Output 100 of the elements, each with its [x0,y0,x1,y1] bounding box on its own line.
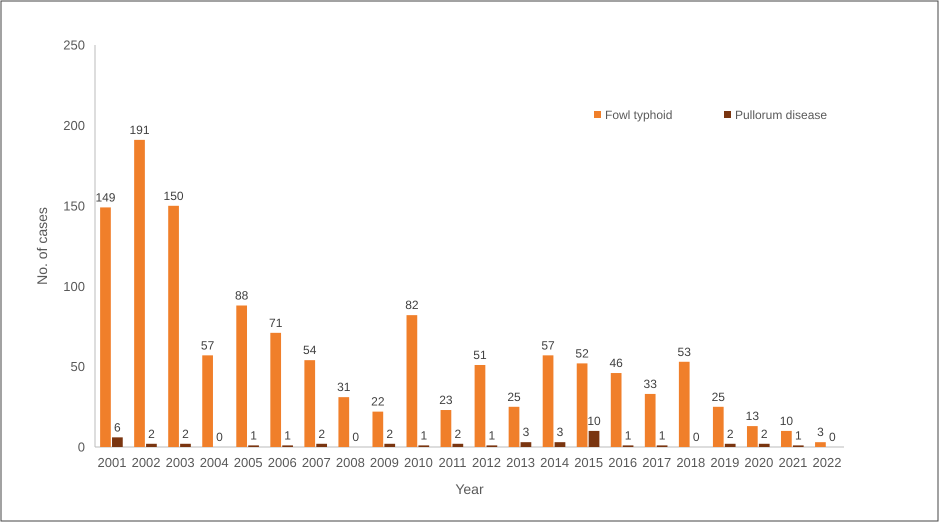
bar [644,394,656,447]
data-label: 2 [386,426,394,441]
x-tick-label: 2014 [540,455,570,470]
y-tick-label: 200 [63,118,85,133]
data-label: 3 [522,425,530,440]
bar [440,410,452,447]
x-tick-label: 2009 [370,455,399,470]
x-tick-label: 2018 [676,455,706,470]
bar [236,305,248,447]
x-tick-label: 2020 [744,455,774,470]
bar [112,437,123,447]
data-label: 0 [352,430,360,444]
x-tick-label: 2006 [268,455,297,470]
data-label: 1 [250,428,258,442]
bar [474,364,486,447]
data-label: 46 [609,356,624,370]
x-tick-label: 2013 [506,455,536,470]
bar [180,444,191,447]
data-label: 1 [624,428,632,442]
x-tick-label: 2015 [574,455,604,470]
bar [520,442,532,447]
legend-label: Pullorum disease [735,108,828,122]
data-label: 1 [488,428,496,442]
data-label: 2 [148,426,156,441]
bar [610,373,622,447]
bar [338,397,350,447]
bar [508,406,520,447]
data-label: 10 [587,414,602,428]
bar [542,355,554,447]
bar [202,355,213,447]
y-tick-label: 150 [63,198,85,214]
data-label: 191 [130,122,150,137]
bar [384,444,396,447]
bar [134,140,145,447]
x-tick-label: 2022 [812,455,842,470]
data-label: 0 [692,430,700,444]
data-label: 25 [507,390,522,404]
bar [146,444,157,447]
data-label: 57 [541,338,556,352]
data-label: 2 [760,426,768,441]
bar [781,430,792,447]
data-label: 53 [678,344,692,359]
bar [815,442,826,447]
data-label: 51 [473,348,487,362]
data-label: 2 [454,426,462,441]
bar [588,430,600,447]
data-label: 3 [817,425,824,440]
x-tick-label: 2012 [472,455,501,470]
data-label: 2 [726,426,734,441]
bar [406,315,418,447]
data-label: 1 [658,428,666,442]
data-label: 33 [644,376,658,391]
bar [452,444,464,447]
x-tick-label: 2001 [98,455,126,470]
x-tick-label: 2019 [710,455,740,470]
bar [746,426,758,447]
data-label: 82 [405,298,419,312]
data-label: 23 [439,393,453,408]
data-label: 54 [303,343,317,358]
data-label: 2 [182,426,190,441]
y-tick-label: 0 [78,440,85,455]
bar [724,444,736,447]
bar [270,332,282,447]
y-axis-title: No. of cases [34,207,50,285]
bar [712,406,724,447]
x-tick-label: 2011 [438,455,466,470]
x-tick-label: 2005 [234,455,263,470]
data-label: 2 [318,426,326,441]
bar [168,206,179,447]
data-label: 13 [746,409,760,424]
x-tick-label: 2008 [336,455,365,470]
x-tick-label: 2016 [608,455,638,470]
data-label: 149 [95,190,116,204]
x-axis-title: Year [455,481,484,497]
x-tick-label: 2002 [132,455,161,470]
data-label: 0 [828,430,836,444]
y-tick-label: 250 [63,38,85,53]
x-tick-label: 2003 [166,455,195,470]
data-label: 1 [794,428,802,442]
data-label: 10 [780,414,794,428]
bar [554,442,566,447]
data-label: 0 [216,430,224,444]
data-label: 6 [114,420,122,434]
bar [758,444,770,447]
legend-label: Fowl typhoid [605,108,672,122]
data-label: 57 [200,338,215,352]
data-label: 1 [420,428,428,442]
y-tick-label: 100 [63,278,85,294]
data-label: 22 [371,394,385,409]
bar [372,412,384,447]
data-label: 52 [575,346,590,360]
data-label: 150 [164,188,184,203]
x-tick-label: 2007 [302,455,331,470]
bar [316,444,328,447]
data-label: 25 [712,390,726,404]
x-tick-label: 2021 [778,455,808,470]
data-label: 3 [556,425,564,440]
y-tick-label: 50 [70,359,85,374]
bar [100,207,111,447]
x-tick-label: 2010 [404,455,433,470]
